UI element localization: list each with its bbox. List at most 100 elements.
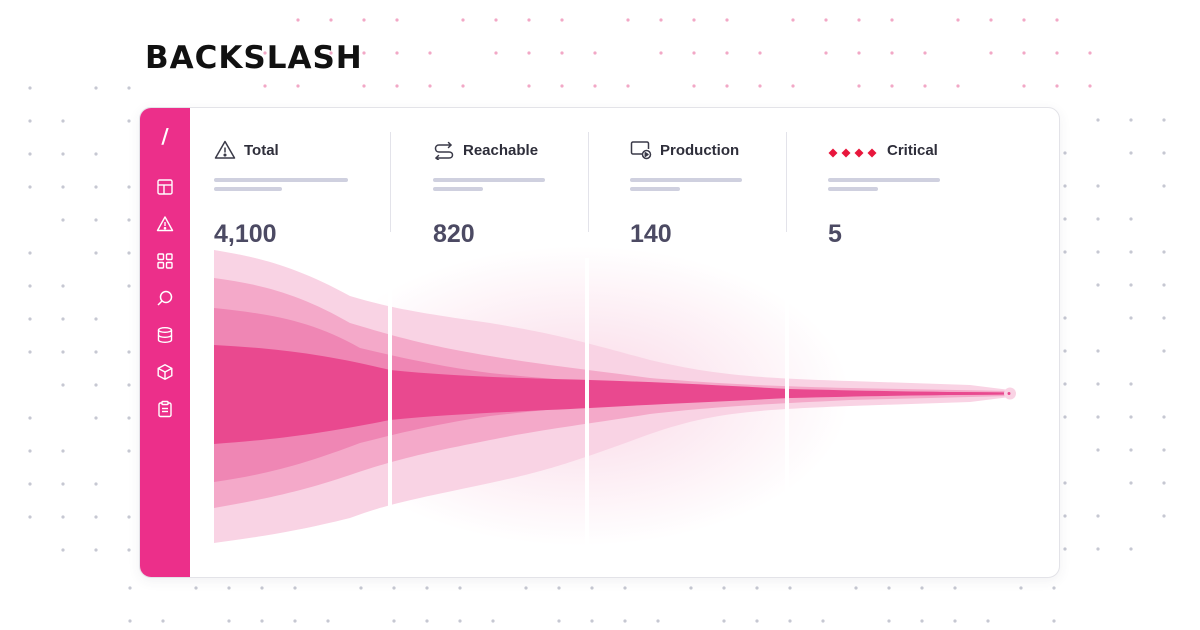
- background-dot: [788, 586, 792, 590]
- background-dot: [28, 449, 32, 453]
- stat-production-label: Production: [660, 141, 740, 159]
- background-dot: [61, 482, 65, 486]
- background-dot: [623, 586, 627, 590]
- background-dot: [94, 185, 98, 189]
- background-dot: [758, 84, 762, 88]
- background-dot: [458, 619, 462, 623]
- background-dot: [1129, 316, 1133, 320]
- skeleton-bar: [214, 187, 282, 191]
- background-dot: [1096, 250, 1100, 254]
- background-dot: [1063, 547, 1067, 551]
- background-dot: [263, 84, 267, 88]
- grid-icon[interactable]: [156, 252, 174, 270]
- background-dot: [1162, 250, 1166, 254]
- background-dot: [28, 152, 32, 156]
- funnel-stage-separator: [785, 278, 789, 577]
- background-dot: [28, 284, 32, 288]
- background-dot: [1162, 481, 1166, 485]
- background-dot: [61, 548, 65, 552]
- background-dot: [296, 84, 300, 88]
- background-dot: [494, 51, 498, 55]
- background-dot: [127, 185, 131, 189]
- background-dot: [890, 84, 894, 88]
- background-dot: [1129, 382, 1133, 386]
- skeleton-bar: [433, 178, 545, 182]
- background-dot: [527, 18, 531, 22]
- background-dot: [1096, 415, 1100, 419]
- background-dot: [61, 383, 65, 387]
- background-dot: [428, 51, 432, 55]
- background-dot: [560, 51, 564, 55]
- background-dot: [1055, 51, 1059, 55]
- background-dot: [94, 515, 98, 519]
- background-dot: [194, 586, 198, 590]
- background-dot: [1096, 217, 1100, 221]
- background-dot: [593, 51, 597, 55]
- background-dot: [329, 18, 333, 22]
- backslash-logo: BACKSLASH: [145, 38, 363, 78]
- package-icon[interactable]: [156, 363, 174, 381]
- background-dot: [1063, 514, 1067, 518]
- background-dot: [94, 548, 98, 552]
- background-dot: [1162, 448, 1166, 452]
- background-dot: [1096, 514, 1100, 518]
- background-dot: [824, 51, 828, 55]
- database-icon[interactable]: [156, 326, 174, 344]
- stat-reachable-label: Reachable: [463, 141, 539, 159]
- background-dot: [689, 586, 693, 590]
- background-dot: [1022, 51, 1026, 55]
- background-dot: [293, 619, 297, 623]
- background-dot: [392, 586, 396, 590]
- risk-funnel-visualization: [214, 246, 1016, 577]
- background-dot: [28, 185, 32, 189]
- background-dot: [94, 416, 98, 420]
- background-dot: [1096, 448, 1100, 452]
- background-dot: [1096, 382, 1100, 386]
- background-dot: [94, 317, 98, 321]
- background-dot: [725, 18, 729, 22]
- layout-icon[interactable]: [156, 178, 174, 196]
- background-dot: [28, 416, 32, 420]
- background-dot: [94, 152, 98, 156]
- background-dot: [854, 586, 858, 590]
- background-dot: [359, 586, 363, 590]
- background-dot: [755, 586, 759, 590]
- search-icon[interactable]: [156, 289, 174, 307]
- background-dot: [989, 51, 993, 55]
- background-dot: [923, 51, 927, 55]
- background-dot: [61, 119, 65, 123]
- stat-total-label: Total: [244, 141, 279, 159]
- background-dot: [557, 619, 561, 623]
- background-dot: [1063, 151, 1067, 155]
- dashboard-card: / Total 4,100: [139, 107, 1060, 578]
- sidebar: /: [140, 108, 190, 577]
- background-dot: [28, 515, 32, 519]
- stat-divider: [588, 132, 589, 232]
- background-dot: [920, 619, 924, 623]
- background-dot: [923, 84, 927, 88]
- skeleton-bar: [630, 187, 680, 191]
- background-dot: [127, 218, 131, 222]
- background-dot: [61, 449, 65, 453]
- stat-production-value: 140: [630, 220, 672, 248]
- clipboard-icon[interactable]: [156, 400, 174, 418]
- background-dot: [127, 515, 131, 519]
- background-dot: [260, 586, 264, 590]
- background-dot: [494, 18, 498, 22]
- background-dot: [626, 84, 630, 88]
- background-dot: [28, 350, 32, 354]
- background-dot: [1063, 316, 1067, 320]
- background-dot: [824, 18, 828, 22]
- background-dot: [1019, 586, 1023, 590]
- background-dot: [28, 482, 32, 486]
- background-dot: [326, 619, 330, 623]
- background-dot: [722, 586, 726, 590]
- background-dot: [395, 18, 399, 22]
- background-dot: [590, 586, 594, 590]
- stat-critical: Critical 5: [828, 130, 1028, 247]
- background-dot: [788, 619, 792, 623]
- background-dot: [956, 18, 960, 22]
- skeleton-bar: [433, 187, 483, 191]
- alert-triangle-icon[interactable]: [156, 215, 174, 233]
- sidebar-logo-slash[interactable]: /: [161, 124, 169, 148]
